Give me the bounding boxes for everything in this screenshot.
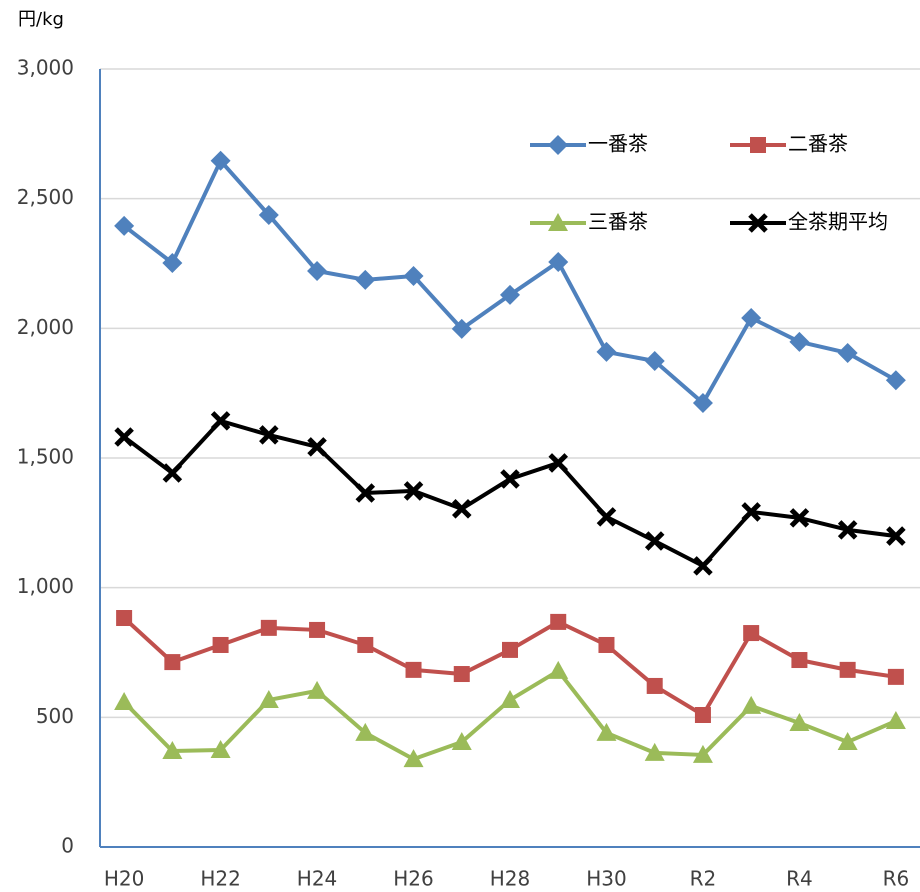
y-tick-label: 2,500 [17, 185, 74, 209]
marker [259, 425, 279, 445]
y-tick-label: 0 [61, 834, 74, 858]
legend-label: 二番茶 [788, 132, 848, 156]
marker [502, 641, 518, 658]
marker [162, 463, 183, 483]
marker [500, 469, 520, 489]
marker [405, 661, 422, 678]
x-tick-label: H20 [104, 867, 145, 891]
marker [789, 713, 810, 732]
marker [550, 613, 567, 630]
legend-label: 三番茶 [588, 210, 648, 234]
series-line [122, 668, 897, 762]
marker [403, 481, 424, 501]
marker [548, 213, 568, 231]
x-tick-label: H28 [490, 867, 531, 891]
marker [307, 680, 328, 699]
y-tick-label: 3,000 [17, 56, 74, 80]
marker [548, 251, 569, 272]
marker [791, 652, 808, 669]
y-tick-label: 2,000 [17, 315, 74, 339]
marker [258, 689, 279, 708]
marker [748, 213, 768, 233]
marker [355, 722, 376, 741]
marker [114, 215, 135, 236]
legend-label: 一番茶 [588, 132, 648, 156]
marker [694, 706, 711, 723]
marker [258, 205, 279, 226]
marker [451, 499, 472, 519]
marker [692, 744, 713, 763]
x-tick-label: R2 [690, 867, 717, 891]
marker [644, 531, 665, 551]
x-tick-label: H26 [393, 867, 434, 891]
marker [789, 508, 810, 528]
marker [114, 427, 134, 447]
x-tick-label: H24 [297, 867, 338, 891]
marker [596, 341, 617, 362]
marker [596, 722, 617, 741]
marker [451, 318, 472, 339]
marker [210, 740, 231, 759]
marker [743, 625, 760, 642]
legend-label: 全茶期平均 [788, 210, 888, 234]
marker [644, 742, 665, 761]
marker [837, 520, 858, 540]
marker [598, 636, 615, 653]
marker [307, 261, 328, 282]
marker [309, 621, 326, 638]
marker [403, 265, 424, 286]
marker [210, 411, 231, 431]
y-axis-label: 円/kg [18, 9, 64, 30]
y-tick-label: 500 [36, 704, 74, 728]
marker [741, 695, 762, 714]
x-tick-label: R6 [883, 867, 910, 891]
marker [596, 507, 617, 527]
y-tick-label: 1,500 [17, 445, 74, 469]
marker [885, 710, 906, 729]
marker [837, 731, 858, 750]
x-tick-label: H30 [586, 867, 627, 891]
marker [693, 556, 713, 576]
marker [839, 661, 856, 678]
marker [646, 677, 663, 694]
marker [500, 284, 520, 305]
marker [741, 307, 762, 328]
marker [453, 666, 470, 683]
marker [789, 331, 810, 352]
marker [355, 269, 376, 290]
marker [750, 137, 766, 153]
marker [741, 502, 761, 522]
marker [885, 370, 906, 391]
series-line [122, 418, 897, 568]
marker [210, 150, 231, 171]
marker [451, 731, 472, 750]
marker [357, 636, 374, 653]
marker [548, 453, 569, 473]
marker [114, 692, 135, 711]
marker [500, 689, 520, 708]
marker [212, 636, 229, 653]
marker [837, 342, 858, 363]
marker [307, 437, 327, 457]
marker [162, 252, 183, 273]
marker [548, 135, 568, 155]
marker [644, 351, 665, 372]
marker [887, 668, 904, 685]
marker [403, 749, 424, 768]
marker [692, 393, 713, 414]
series-line [122, 158, 897, 406]
x-tick-label: R4 [786, 867, 813, 891]
marker [164, 654, 181, 671]
marker [162, 741, 183, 760]
marker [116, 610, 133, 627]
marker [355, 483, 376, 503]
x-tick-label: H22 [200, 867, 241, 891]
y-tick-label: 1,000 [17, 574, 74, 598]
marker [886, 526, 906, 546]
marker [260, 619, 277, 636]
marker [548, 660, 569, 679]
